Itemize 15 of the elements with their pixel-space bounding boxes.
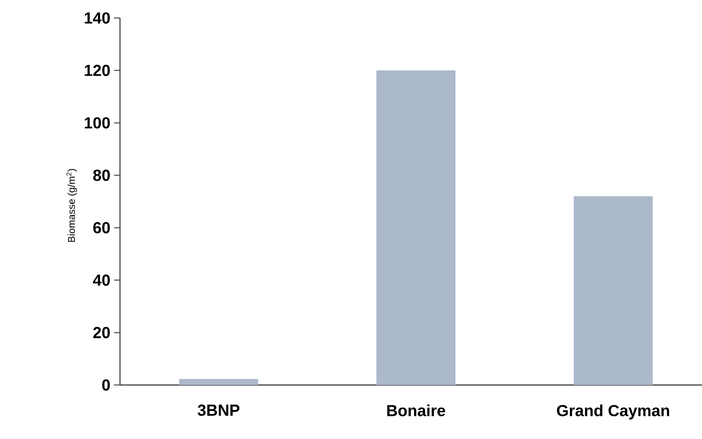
x-tick-label: Grand Cayman: [556, 404, 670, 420]
y-tick-label: 0: [102, 379, 110, 391]
bar: [179, 378, 258, 385]
bar: [376, 70, 456, 385]
y-axis-title: Biomasse (g/m$^{2}$): [66, 169, 77, 242]
y-tick-label: 60: [93, 222, 110, 234]
x-tick-label: 3BNP: [198, 404, 240, 416]
bar: [574, 196, 653, 385]
y-tick-label: 80: [93, 170, 110, 181]
y-tick-label: 20: [93, 326, 110, 338]
y-tick-label: 120: [84, 64, 110, 76]
x-tick-label: Bonaire: [387, 404, 446, 416]
y-tick-label: 140: [84, 12, 110, 24]
y-tick-label: 100: [84, 117, 110, 129]
y-tick-label: 40: [92, 274, 110, 286]
